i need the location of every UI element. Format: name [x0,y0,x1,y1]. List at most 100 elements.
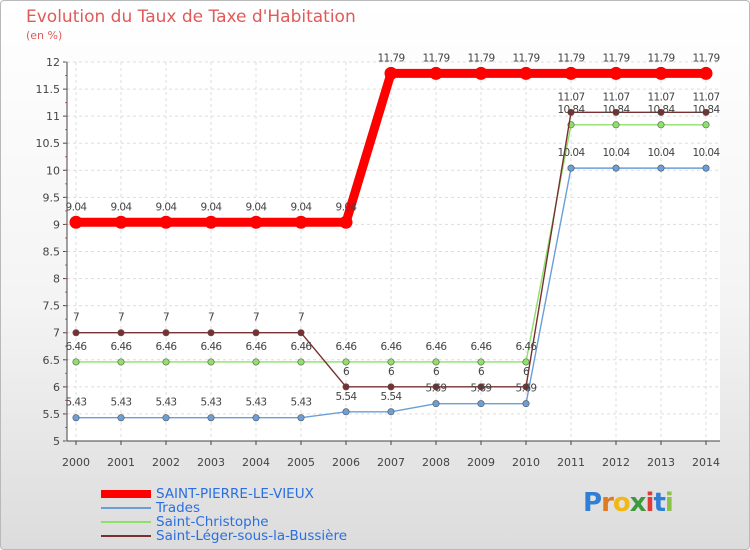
data-label: 7 [253,312,259,324]
x-tick-label: 2008 [422,456,450,469]
data-label: 10.04 [647,147,675,159]
data-label: 6 [478,366,485,378]
data-point [702,108,710,116]
data-label: 5.54 [381,391,403,403]
data-label: 11.79 [557,52,584,64]
y-tick-label: 10 [46,164,60,177]
x-tick-label: 2011 [557,456,585,469]
data-point [477,358,485,366]
data-label: 10.04 [557,147,585,159]
data-point [522,400,530,408]
y-tick-label: 12 [46,56,60,69]
y-tick-label: 5 [53,435,60,448]
data-point [297,414,305,422]
legend-label: Trades [156,500,200,516]
data-label: 5.43 [66,397,87,409]
data-label: 11.79 [377,52,404,64]
proxiti-logo: Proxiti [583,488,674,518]
data-label: 5.43 [201,397,222,409]
data-label: 6.46 [516,341,538,353]
chart-title: Evolution du Taux de Taxe d'Habitation [26,7,356,27]
data-label: 9.04 [156,201,178,213]
data-point [387,358,395,366]
x-tick-label: 2005 [287,456,315,469]
data-label: 10.04 [692,147,720,159]
data-label: 6 [433,366,440,378]
data-label: 10.04 [602,147,630,159]
data-point [297,358,305,366]
data-label: 6 [523,366,530,378]
data-point [564,66,578,80]
x-tick-label: 2014 [692,456,720,469]
data-label: 5.69 [471,383,492,395]
logo-letter: P [583,488,602,518]
x-tick-label: 2002 [152,456,180,469]
data-label: 11.79 [647,52,674,64]
data-point [702,164,710,172]
data-point [657,121,665,129]
legend-label: Saint-Léger-sous-la-Bussière [156,528,348,544]
logo-letter: i [645,488,655,518]
y-tick-label: 9 [53,218,60,231]
x-tick-label: 2009 [467,456,495,469]
data-label: 9.04 [111,201,133,213]
data-point [384,66,398,80]
data-point [72,329,80,337]
data-point [387,383,395,391]
data-label: 9.04 [201,201,223,213]
x-tick-label: 2012 [602,456,630,469]
data-point [702,121,710,129]
legend-swatch [101,521,151,523]
data-point [294,215,308,229]
data-point [297,329,305,337]
data-point [432,358,440,366]
data-label: 6.46 [426,341,448,353]
x-tick-label: 2006 [332,456,360,469]
data-point [699,66,713,80]
data-label: 11.79 [512,52,539,64]
data-label: 6.46 [336,341,358,353]
data-point [432,400,440,408]
data-point [339,215,353,229]
legend-label: Saint-Christophe [156,514,269,530]
data-label: 5.43 [291,397,312,409]
logo-letter: t [653,488,665,518]
data-point [72,358,80,366]
data-label: 7 [298,312,304,324]
data-point [252,358,260,366]
data-point [342,358,350,366]
data-label: 6.46 [381,341,403,353]
data-point [474,66,488,80]
y-tick-label: 8.5 [43,246,61,259]
data-label: 11.79 [692,52,719,64]
data-label: 9.04 [336,201,358,213]
legend-swatch [101,507,151,509]
y-tick-label: 7.5 [43,300,61,313]
data-label: 5.69 [426,383,447,395]
data-label: 11.07 [602,91,629,103]
data-point [72,414,80,422]
data-label: 6 [343,366,350,378]
x-tick-label: 2001 [107,456,135,469]
data-label: 10.84 [602,104,630,116]
data-point [612,121,620,129]
data-label: 7 [208,312,214,324]
data-point [477,383,485,391]
data-label: 11.79 [602,52,629,64]
data-point [207,414,215,422]
data-point [522,383,530,391]
data-label: 5.43 [156,397,177,409]
data-label: 6.46 [156,341,178,353]
data-point [159,215,173,229]
data-point [249,215,263,229]
data-label: 10.84 [692,104,720,116]
data-point [162,358,170,366]
data-label: 11.07 [557,91,584,103]
x-tick-label: 2010 [512,456,540,469]
data-point [342,383,350,391]
x-tick-label: 2003 [197,456,225,469]
data-point [207,329,215,337]
x-tick-label: 2013 [647,456,675,469]
